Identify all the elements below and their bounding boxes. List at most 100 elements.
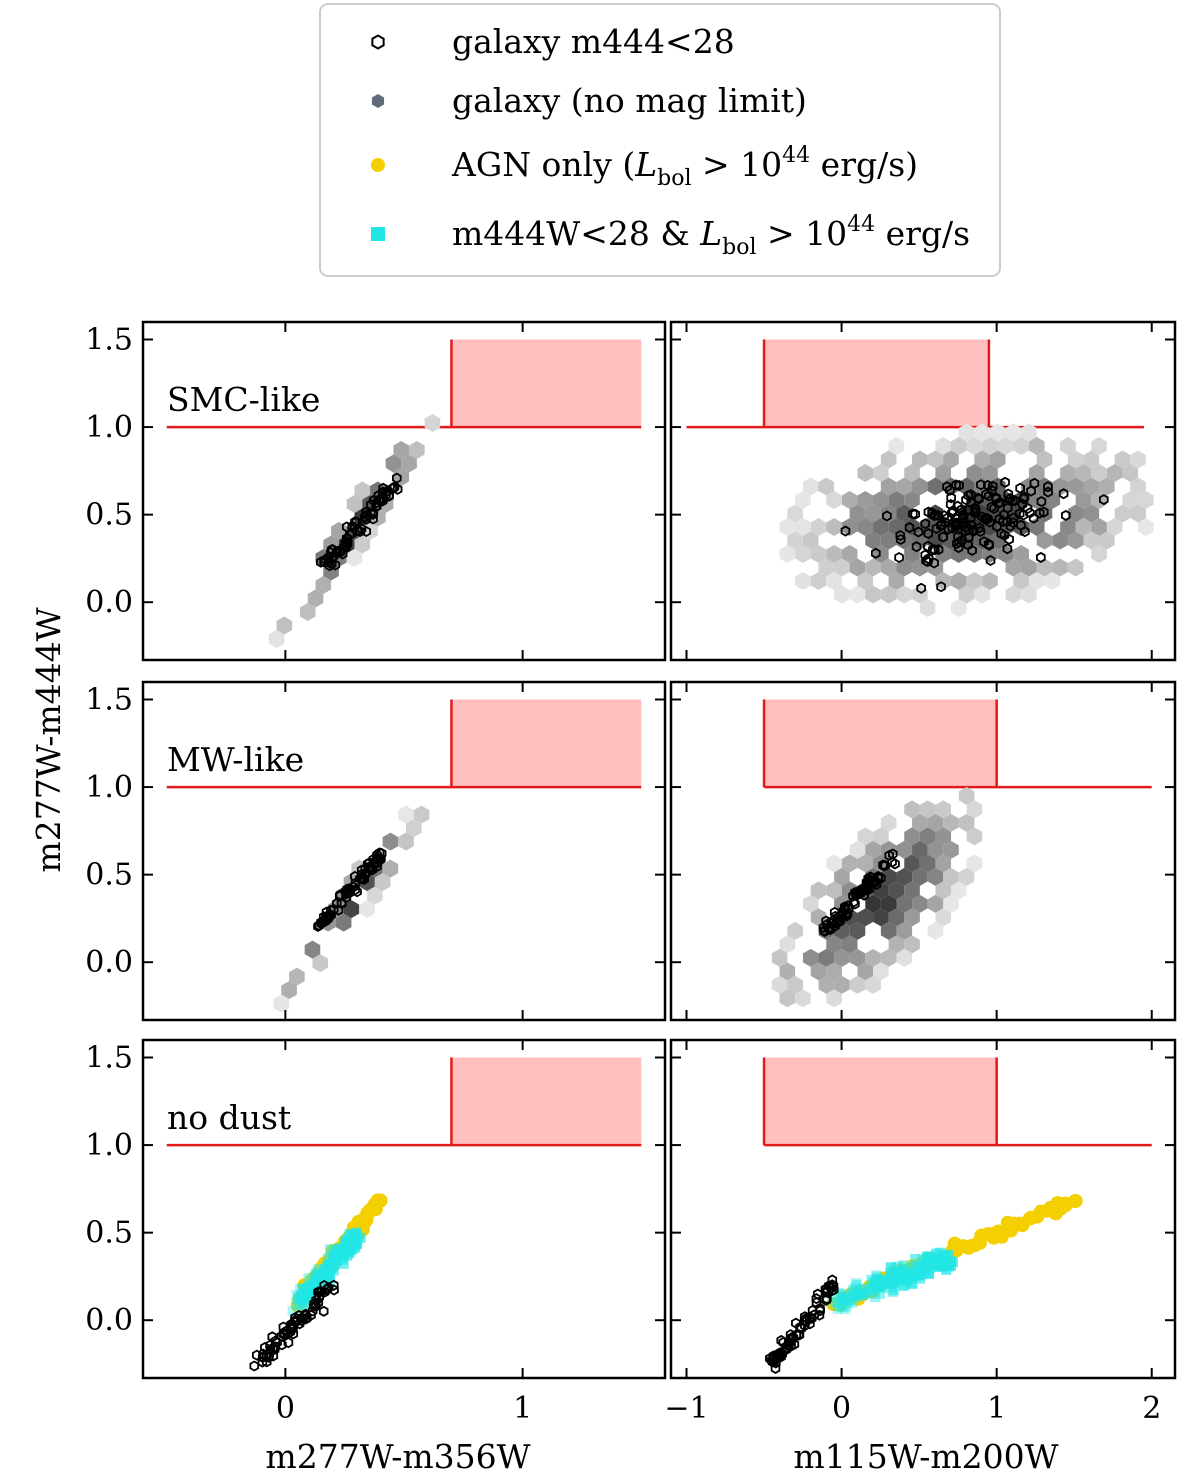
galaxy-m444-point [311, 1294, 321, 1306]
galaxy-density-hexbin [888, 908, 905, 927]
galaxy-density-hexbin [1091, 545, 1107, 564]
galaxy-density-hexbin [880, 504, 897, 523]
mixed-point [291, 1297, 302, 1308]
galaxy-m444-point [376, 493, 386, 505]
agn-point [373, 1193, 388, 1208]
galaxy-m444-point [1043, 486, 1053, 498]
mixed-point [293, 1300, 304, 1311]
galaxy-density-hexbin [880, 948, 897, 967]
x-tick-label: 1 [987, 1391, 1006, 1426]
mixed-point [307, 1278, 318, 1289]
y-tick-label: 1.0 [85, 770, 133, 805]
galaxy-m444-point [347, 520, 358, 532]
galaxy-m444-point [821, 1294, 831, 1306]
galaxy-m444-point [784, 1336, 794, 1348]
galaxy-density-hexbin [873, 908, 889, 927]
mixed-point [302, 1287, 313, 1298]
galaxy-m444-point [840, 525, 851, 537]
galaxy-m444-point [1002, 502, 1013, 514]
galaxy-density-hexbin [849, 840, 866, 859]
galaxy-m444-point [383, 485, 393, 497]
galaxy-density-hexbin [354, 481, 371, 500]
galaxy-density-hexbin [398, 832, 414, 851]
legend-box [319, 3, 1001, 277]
galaxy-m444-point [904, 522, 915, 534]
galaxy-density-hexbin [1021, 477, 1037, 496]
galaxy-density-hexbin [880, 894, 897, 913]
galaxy-density-hexbin [896, 585, 913, 604]
mixed-point [851, 1278, 862, 1289]
mixed-point [857, 1283, 868, 1294]
galaxy-m444-point [1098, 494, 1109, 506]
galaxy-density-hexbin [413, 805, 430, 824]
galaxy-density-hexbin [989, 450, 1006, 469]
galaxy-m444-point [994, 513, 1005, 525]
mixed-point [836, 1301, 847, 1312]
galaxy-m444-point [775, 1347, 786, 1359]
galaxy-m444-point [1020, 526, 1030, 538]
selection-box [451, 1057, 642, 1146]
legend-label-part: L [699, 214, 722, 253]
galaxy-density-hexbin [374, 873, 391, 892]
galaxy-m444-point [827, 917, 838, 929]
panel-3-2: −1 0 1 2 [664, 1038, 1177, 1426]
galaxy-density-hexbin [771, 975, 788, 994]
mixed-point [839, 1294, 850, 1305]
galaxy-density-hexbin [935, 854, 952, 873]
galaxy-density-hexbin [857, 572, 874, 591]
galaxy-density-hexbin [1067, 477, 1084, 496]
galaxy-m444-point [933, 544, 944, 556]
mixed-point [308, 1279, 319, 1290]
galaxy-density-hexbin [335, 913, 352, 932]
galaxy-density-hexbin [865, 585, 881, 604]
x-tick-label: 1 [513, 1391, 532, 1426]
mixed-point [906, 1273, 917, 1284]
mixed-point [296, 1290, 307, 1301]
galaxy-density-hexbin [1021, 585, 1037, 604]
galaxy-density-hexbin [1106, 518, 1123, 537]
galaxy-density-hexbin [841, 854, 858, 873]
galaxy-density-hexbin [1036, 558, 1053, 577]
galaxy-m444-point [913, 526, 924, 538]
galaxy-m444-point [309, 1298, 319, 1310]
mixed-point [839, 1289, 850, 1300]
galaxy-density-hexbin [927, 450, 944, 469]
galaxy-density-hexbin [935, 464, 951, 483]
mixed-point [859, 1286, 870, 1297]
mixed-point [308, 1275, 319, 1286]
mixed-point [838, 1294, 849, 1305]
galaxy-density-hexbin [919, 599, 936, 618]
galaxy-m444-point [986, 501, 997, 513]
legend-label: galaxy m444<28 [452, 22, 735, 61]
galaxy-density-hexbin [857, 464, 874, 483]
galaxy-density-hexbin [865, 975, 881, 994]
galaxy-m444-point [963, 524, 974, 536]
galaxy-density-hexbin [346, 495, 363, 514]
galaxy-m444-point [982, 513, 993, 525]
legend-marker-galaxy-open-hexagon [371, 34, 385, 50]
galaxy-m444-point [316, 556, 326, 568]
galaxy-density-hexbin [1005, 585, 1022, 604]
selection-box [764, 1057, 997, 1146]
mixed-point [341, 1244, 352, 1255]
galaxy-density-hexbin [919, 827, 936, 846]
galaxy-m444-point [987, 480, 998, 492]
galaxy-density-hexbin [888, 437, 905, 456]
galaxy-density-hexbin [888, 572, 905, 591]
galaxy-m444-point [361, 525, 372, 538]
galaxy-m444-point [895, 529, 906, 542]
x-tick-label: 0 [276, 1391, 295, 1426]
galaxy-density-hexbin [1075, 464, 1092, 483]
galaxy-density-hexbin [810, 881, 827, 900]
mixed-point [888, 1276, 899, 1287]
galaxy-m444-point [953, 542, 964, 554]
galaxy-m444-point [929, 544, 940, 556]
galaxy-density-hexbin [841, 518, 858, 537]
mixed-point [355, 1232, 366, 1243]
galaxy-m444-point [372, 852, 383, 864]
mixed-point [312, 1275, 323, 1286]
galaxy-m444-point [890, 858, 900, 870]
panel-frame [141, 680, 667, 1022]
mixed-point [299, 1293, 310, 1304]
